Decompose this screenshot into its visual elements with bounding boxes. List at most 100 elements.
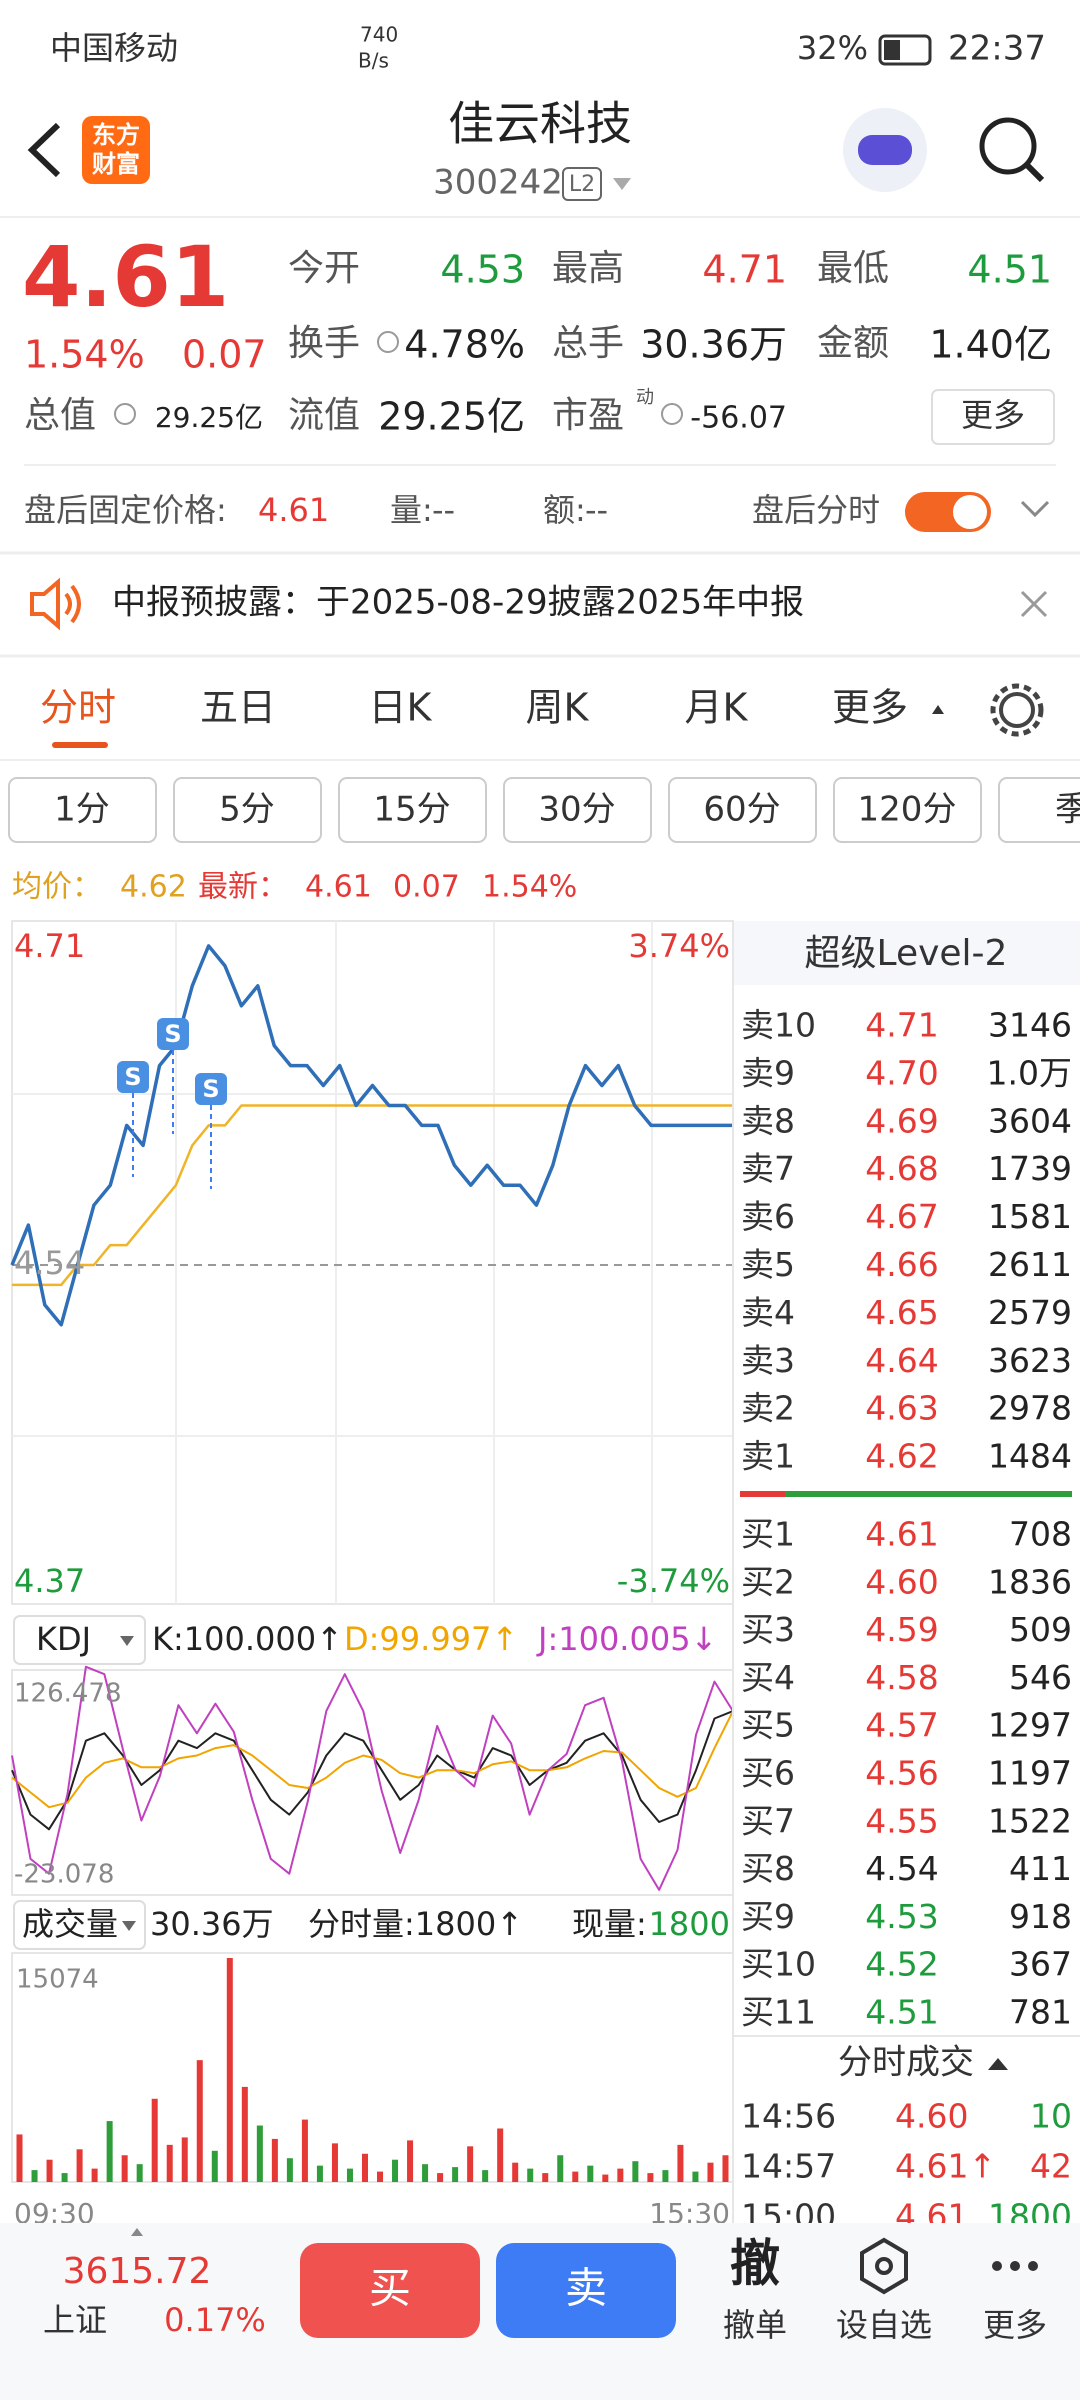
tab-underline [52,742,108,748]
info-icon[interactable] [661,403,683,425]
indicator-select[interactable] [13,1900,146,1950]
volume-bar [722,2155,729,2182]
volume-bar [467,2146,474,2182]
more-label[interactable]: 更多 [983,2306,1047,2344]
toggle-knob [953,495,987,529]
volume-bar [377,2171,384,2182]
index-arrow[interactable] [131,2228,143,2236]
info-icon[interactable] [114,403,136,425]
order-label: 买6 [741,1754,795,1793]
app-logo [82,116,150,184]
after-hours-volume: -- [432,491,455,529]
tab[interactable]: 日K [369,686,433,730]
volume-bar [256,2125,263,2182]
tab[interactable]: 周K [526,686,590,730]
field-value: -56.07 [690,401,787,436]
order-price: 4.52 [865,1945,938,1984]
settings-button[interactable] [999,692,1035,728]
order-volume: 3623 [988,1341,1072,1380]
order-price: 4.55 [865,1801,938,1840]
volume-bar [677,2144,684,2182]
volume-bar [707,2162,714,2182]
pe-note: 动 [636,387,654,408]
sell-button[interactable] [496,2243,676,2338]
cancel-icon[interactable]: 撤 [730,2235,780,2293]
order-volume: 3604 [988,1101,1072,1140]
buy-button[interactable] [300,2243,480,2338]
volume-current: 1800 [649,1905,730,1943]
y-max-label: 4.71 [14,927,85,965]
volume-bar [271,2138,278,2182]
net-unit: B/s [358,49,389,73]
field-value: 4.51 [967,248,1052,292]
period-button[interactable] [833,777,982,843]
tab[interactable]: 更多 [832,686,908,730]
order-price: 4.53 [865,1897,938,1936]
kdj-line [11,1710,734,1809]
carrier: 中国移动 [50,29,178,67]
order-volume: 1581 [988,1197,1072,1236]
watchlist-label[interactable]: 设自选 [836,2306,932,2344]
tab[interactable]: 分时 [40,686,116,730]
latest-label: 最新： [198,870,288,905]
watchlist-icon[interactable] [860,2237,908,2295]
search-button[interactable] [979,117,1037,175]
order-price: 4.61 [865,1515,938,1554]
period-button[interactable] [173,777,322,843]
volume-bar [241,2086,248,2182]
more-dot[interactable] [992,2261,1002,2271]
volume-bar [46,2159,53,2182]
avg-line [12,1104,733,1287]
order-price: 4.56 [865,1754,938,1793]
field-label: 市盈 [552,395,624,436]
volume-bar [211,2150,218,2182]
avg-value: 4.62 [120,870,187,905]
order-price: 4.66 [865,1245,938,1284]
notice-text[interactable]: 中报预披露：于2025-08-29披露2025年中报 [112,583,804,623]
back-button[interactable] [27,122,61,178]
trade-marker[interactable] [117,1061,149,1093]
order-price: 4.51 [865,1993,938,2032]
more-button[interactable] [931,389,1055,445]
dropdown-arrow[interactable] [613,178,631,190]
tab[interactable]: 五日 [200,686,276,730]
field-value: 29.25亿 [155,401,263,434]
order-volume: 1484 [988,1437,1072,1476]
trade-marker[interactable] [195,1073,227,1105]
period-button[interactable] [668,777,817,843]
tab[interactable]: 月K [685,686,749,730]
trade-marker[interactable] [157,1018,189,1050]
pct-bottom: -3.74% [617,1562,730,1600]
index-value[interactable]: 3615.72 [63,2251,212,2292]
indicator-name: KDJ [36,1620,91,1658]
logo-text: 财富 [92,150,140,178]
indicator-select[interactable] [13,1615,146,1665]
period-button[interactable] [998,777,1080,843]
order-label: 卖2 [741,1389,795,1428]
order-price: 4.59 [865,1610,938,1649]
info-icon[interactable] [377,331,399,353]
more-label: 更多 [961,396,1025,434]
expand-button[interactable] [1020,500,1050,518]
period-button[interactable] [8,777,157,843]
panel-header [734,921,1080,985]
trades-title[interactable]: 分时成交 [838,2043,974,2083]
period-button[interactable] [503,777,652,843]
panel-title[interactable]: 超级Level-2 [805,933,1008,974]
speaker-icon [30,577,60,631]
order-label: 卖10 [741,1006,816,1045]
after-hours-label: 量: [390,491,433,529]
latest-change: 0.07 [393,870,460,905]
close-notice[interactable] [1020,590,1048,618]
battery-level: 32% [797,29,868,67]
period-button[interactable] [338,777,487,843]
order-label: 买2 [741,1562,795,1601]
clock: 22:37 [948,29,1046,69]
search-handle [1024,162,1045,183]
trade-price: 4.60 [895,2097,968,2136]
dropdown-arrow [120,1636,134,1646]
cancel-label[interactable]: 撤单 [723,2306,787,2344]
field-label: 流值 [288,395,360,436]
order-label: 买7 [741,1801,795,1840]
volume-bar [632,2161,639,2182]
